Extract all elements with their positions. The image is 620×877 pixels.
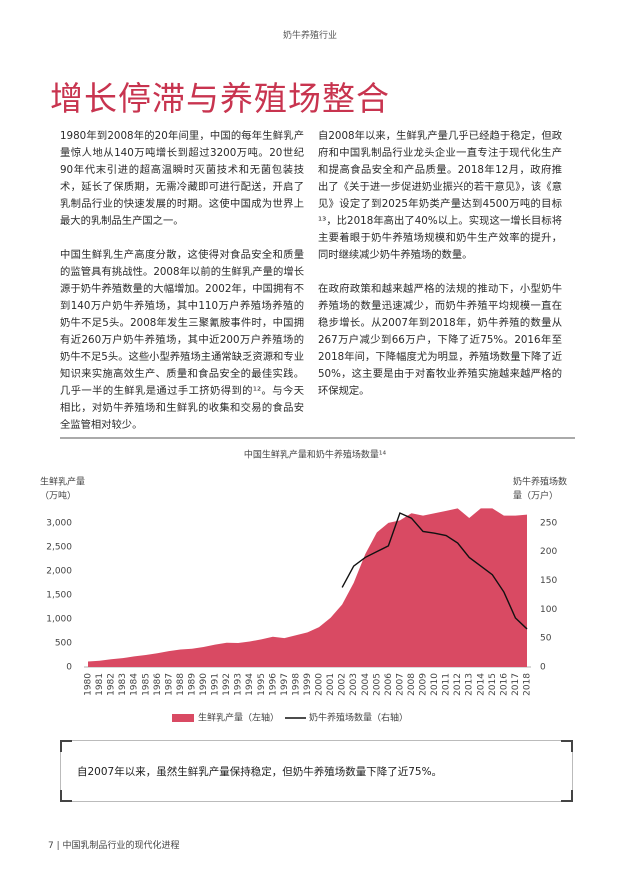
x-tick-label: 2016 xyxy=(499,673,509,696)
x-tick-label: 1982 xyxy=(107,673,117,696)
y-tick-label: 1,000 xyxy=(46,614,72,624)
x-tick-label: 2018 xyxy=(523,673,533,696)
y2-tick-label: 100 xyxy=(540,605,557,615)
production-area xyxy=(88,508,527,667)
paragraph: 在政府政策和越来越严格的法规的推动下，小型奶牛养殖场的数量迅速减少，而奶牛养殖平… xyxy=(318,283,562,397)
x-tick-label: 1980 xyxy=(84,673,94,696)
y2-axis-label: 奶牛养殖场数 xyxy=(513,476,567,488)
x-tick-label: 2004 xyxy=(361,673,371,696)
footer: 7 | 中国乳制品行业的现代化进程 xyxy=(48,841,180,851)
x-tick-label: 1983 xyxy=(118,673,128,696)
x-tick-label: 1995 xyxy=(257,673,267,696)
x-tick-label: 1985 xyxy=(141,673,151,696)
y2-tick-label: 50 xyxy=(540,634,552,644)
legend-label: 生鲜乳产量（左轴） xyxy=(198,712,279,724)
x-tick-label: 2015 xyxy=(488,673,498,696)
legend-label: 奶牛养殖场数量（右轴） xyxy=(309,712,408,724)
x-tick-label: 2010 xyxy=(430,673,440,696)
x-tick-label: 1999 xyxy=(303,673,313,696)
paragraph: 1980年到2008年的20年间里，中国的每年生鲜乳产量惊人地从140万吨增长到… xyxy=(60,130,304,227)
x-tick-label: 2003 xyxy=(349,673,359,696)
running-header: 奶牛养殖行业 xyxy=(282,31,337,41)
x-tick-label: 2001 xyxy=(326,673,336,696)
y-tick-label: 1,500 xyxy=(46,590,72,600)
x-tick-label: 1981 xyxy=(95,673,105,696)
text-column: 自2008年以来，生鲜乳产量几乎已经趋于稳定，但政府和中国乳制品行业龙头企业一直… xyxy=(318,128,562,417)
x-tick-label: 2009 xyxy=(419,673,429,696)
x-tick-label: 1992 xyxy=(222,673,232,696)
y-tick-label: 500 xyxy=(55,638,72,648)
x-tick-label: 2007 xyxy=(395,673,405,696)
page-number: 7 xyxy=(48,841,54,851)
chart: 中国生鲜乳产量和奶牛养殖场数量¹⁴ 生鲜乳产量 （万吨） 奶牛养殖场数 量（万户… xyxy=(40,437,575,724)
x-tick-label: 2008 xyxy=(407,673,417,696)
x-tick-label: 1987 xyxy=(164,673,174,696)
y-axis-label: （万吨） xyxy=(40,490,76,502)
x-tick-label: 2006 xyxy=(384,673,394,696)
text-column: 1980年到2008年的20年间里，中国的每年生鲜乳产量惊人地从140万吨增长到… xyxy=(60,128,304,451)
y-tick-label: 2,500 xyxy=(46,542,72,552)
x-tick-label: 1989 xyxy=(187,673,197,696)
x-tick-label: 1984 xyxy=(130,673,140,696)
x-tick-label: 1998 xyxy=(291,673,301,696)
farm-count-line xyxy=(341,512,528,630)
corner xyxy=(561,740,573,752)
chart-title: 中国生鲜乳产量和奶牛养殖场数量¹⁴ xyxy=(244,449,387,461)
corner xyxy=(561,790,573,802)
page-title: 增长停滞与养殖场整合 xyxy=(50,79,390,118)
paragraph: 中国生鲜乳生产高度分散，这使得对食品安全和质量的监管具有挑战性。2008年以前的… xyxy=(60,249,304,431)
y-tick-label: 0 xyxy=(66,663,72,673)
corner xyxy=(60,740,72,752)
x-tick-label: 2011 xyxy=(442,673,452,696)
callout-box: 自2007年以来，虽然生鲜乳产量保持稳定，但奶牛养殖场数量下降了近75%。 xyxy=(60,740,573,802)
x-tick-label: 2005 xyxy=(372,673,382,696)
x-tick-label: 1993 xyxy=(234,673,244,696)
y2-tick-label: 200 xyxy=(540,547,557,557)
y-tick-label: 2,000 xyxy=(46,566,72,576)
x-tick-label: 2012 xyxy=(453,673,463,696)
x-tick-label: 2017 xyxy=(511,673,521,696)
x-tick-label: 1997 xyxy=(280,673,290,696)
x-tick-label: 1986 xyxy=(153,673,163,696)
x-tick-label: 1990 xyxy=(199,673,209,696)
x-tick-label: 1991 xyxy=(211,673,221,696)
y2-tick-label: 250 xyxy=(540,518,557,528)
x-tick-label: 2000 xyxy=(315,673,325,696)
paragraph: 自2008年以来，生鲜乳产量几乎已经趋于稳定，但政府和中国乳制品行业龙头企业一直… xyxy=(318,130,562,261)
callout-text: 自2007年以来，虽然生鲜乳产量保持稳定，但奶牛养殖场数量下降了近75%。 xyxy=(77,766,443,778)
x-tick-label: 2002 xyxy=(338,673,348,696)
x-tick-label: 2014 xyxy=(476,673,486,696)
y2-tick-label: 150 xyxy=(540,576,557,586)
corner xyxy=(60,790,72,802)
x-tick-label: 2013 xyxy=(465,673,475,696)
y2-tick-label: 0 xyxy=(540,663,546,673)
publication-name: 中国乳制品行业的现代化进程 xyxy=(62,841,180,851)
legend-swatch xyxy=(172,714,194,722)
y-tick-label: 3,000 xyxy=(46,518,72,528)
x-tick-label: 1996 xyxy=(268,673,278,696)
x-tick-label: 1994 xyxy=(245,673,255,696)
x-tick-label: 1988 xyxy=(176,673,186,696)
y2-axis-label: 量（万户） xyxy=(513,490,558,502)
y-axis-label: 生鲜乳产量 xyxy=(40,476,85,488)
